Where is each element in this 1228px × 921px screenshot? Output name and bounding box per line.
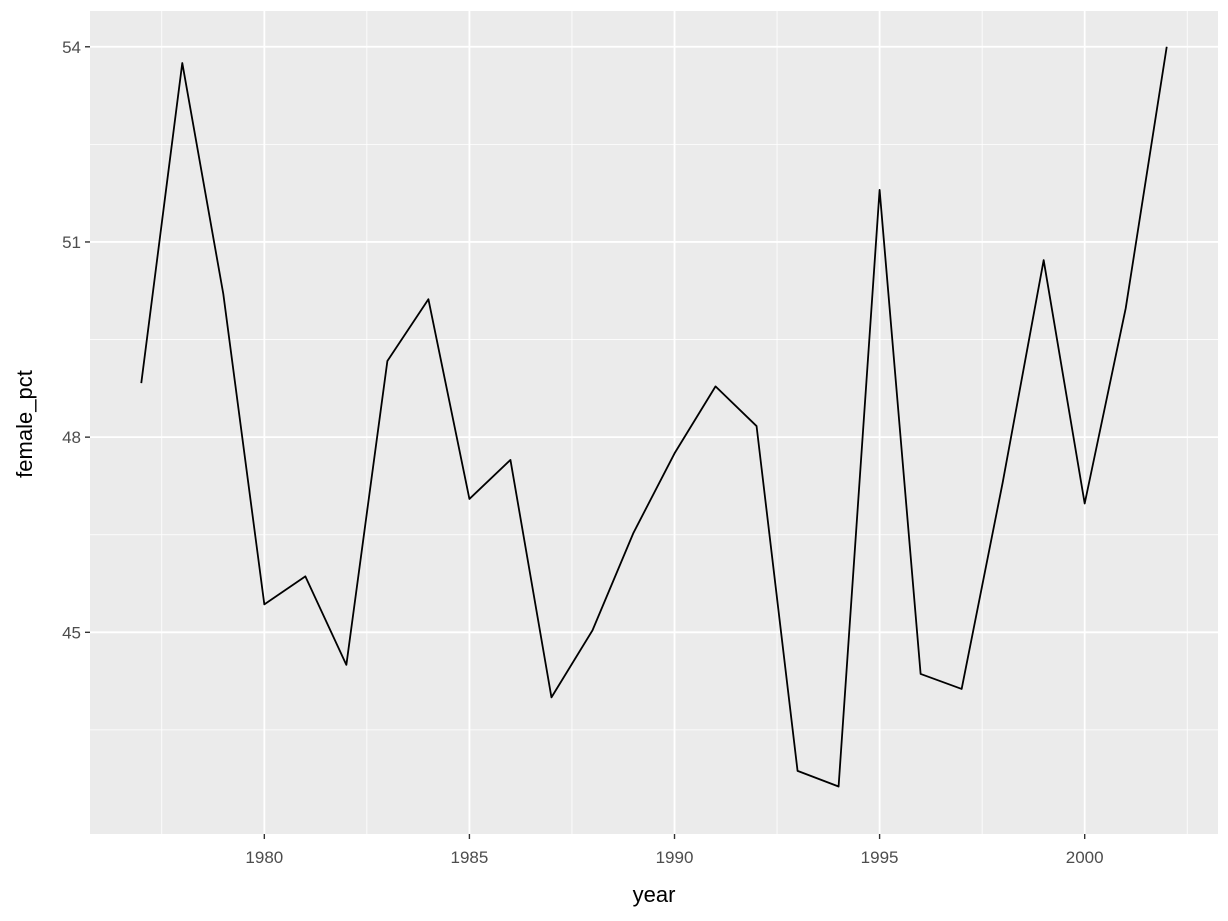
plot-panel: [90, 11, 1218, 834]
x-tick-label: 1980: [245, 848, 283, 867]
x-tick-label: 2000: [1066, 848, 1104, 867]
x-tick-label: 1985: [451, 848, 489, 867]
y-tick-label: 51: [62, 233, 81, 252]
y-axis: 45 48 51 54: [62, 38, 90, 642]
x-tick-label: 1995: [861, 848, 899, 867]
y-tick-label: 54: [62, 38, 81, 57]
x-axis-title: year: [633, 882, 676, 907]
y-tick-label: 48: [62, 428, 81, 447]
y-tick-label: 45: [62, 623, 81, 642]
minor-gridlines: [90, 11, 1218, 834]
y-axis-title: female_pct: [12, 370, 37, 478]
major-gridlines: [90, 11, 1218, 834]
x-axis: 1980 1985 1990 1995 2000: [245, 834, 1104, 867]
series-layer: [140, 46, 1168, 788]
x-tick-label: 1990: [656, 848, 694, 867]
series-line: [140, 46, 1168, 788]
